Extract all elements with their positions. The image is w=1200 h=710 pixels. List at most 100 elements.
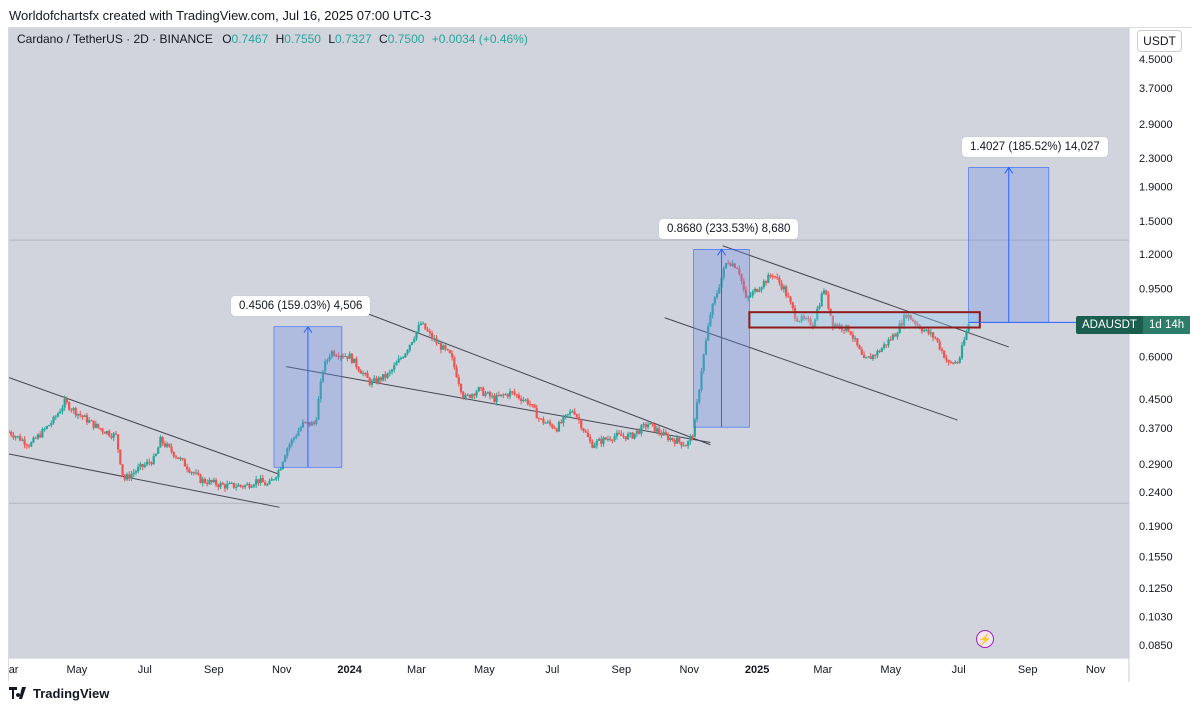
candle-body xyxy=(646,424,650,428)
candle-body xyxy=(566,414,569,416)
candle-body xyxy=(508,391,512,397)
x-tick-label: Nov xyxy=(1086,664,1106,676)
candle-body xyxy=(150,462,153,465)
candle-body xyxy=(940,349,944,351)
candle-body xyxy=(299,427,302,431)
candle-body xyxy=(776,276,779,278)
y-tick-label: 3.7000 xyxy=(1139,83,1173,95)
candle-body xyxy=(671,437,674,441)
candle-body xyxy=(368,377,371,385)
candle-body xyxy=(613,436,616,441)
candle-body xyxy=(257,479,260,483)
candle-body xyxy=(874,354,877,356)
price-chart[interactable]: 4.5000 3.7000 2.9000 2.3000 1.9000 1.5000 1.20… xyxy=(9,28,1193,682)
currency-button[interactable]: USDT xyxy=(1137,30,1182,52)
candle-body xyxy=(751,291,754,296)
candle-body xyxy=(328,356,331,360)
chart-area[interactable]: 4.5000 3.7000 2.9000 2.3000 1.9000 1.5000 1.20… xyxy=(8,27,1193,682)
candle-body xyxy=(816,308,819,320)
candle-body xyxy=(290,439,293,445)
candle-body xyxy=(767,274,770,283)
candle-body xyxy=(522,399,525,401)
measure-label-2: 0.8680 (233.53%) 8,680 xyxy=(659,219,799,239)
candle-body xyxy=(337,356,340,358)
candle-body xyxy=(134,471,138,473)
candle-body xyxy=(105,431,109,434)
candle-body xyxy=(762,281,765,288)
candle-body xyxy=(929,332,932,334)
candle-body xyxy=(680,441,683,446)
candle-body xyxy=(239,484,242,487)
candle-body xyxy=(553,427,556,429)
candle-body xyxy=(237,484,240,487)
candle-body xyxy=(16,436,20,438)
candle-body xyxy=(355,358,358,368)
candle-body xyxy=(154,453,158,456)
candle-body xyxy=(626,434,630,440)
candle-body xyxy=(56,413,60,417)
candle-body xyxy=(916,323,919,325)
candle-body xyxy=(938,341,941,350)
candle-body xyxy=(731,263,734,266)
x-tick-label: Sep xyxy=(204,664,224,676)
candle-body xyxy=(540,418,543,420)
candle-body xyxy=(190,472,193,474)
tradingview-brand[interactable]: TradingView xyxy=(9,686,109,701)
candle-body xyxy=(684,445,687,447)
candle-body xyxy=(499,394,503,396)
price-axis-panel xyxy=(1129,28,1193,682)
candle-body xyxy=(526,399,529,405)
candle-body xyxy=(923,330,926,332)
candle-body xyxy=(266,484,269,486)
candle-body xyxy=(649,422,652,425)
x-tick-label: Sep xyxy=(612,664,632,676)
candle-body xyxy=(589,437,592,442)
candle-body xyxy=(842,329,846,331)
candle-body xyxy=(825,290,828,295)
candle-body xyxy=(375,378,378,384)
candle-body xyxy=(21,439,24,441)
candle-body xyxy=(564,414,567,417)
candle-body xyxy=(880,348,883,352)
candle-body xyxy=(123,475,126,480)
candle-body xyxy=(330,351,333,357)
candle-body xyxy=(640,425,643,434)
candle-body xyxy=(88,420,91,423)
y-tick-label: 0.3700 xyxy=(1139,423,1173,435)
candle-body xyxy=(727,263,730,265)
candle-body xyxy=(284,455,287,462)
candle-body xyxy=(121,464,124,476)
candle-body xyxy=(771,276,774,278)
candle-body xyxy=(339,356,342,358)
candle-body xyxy=(395,362,398,366)
candle-body xyxy=(695,402,699,420)
candle-body xyxy=(199,474,202,484)
candle-body xyxy=(455,367,458,378)
candle-body xyxy=(206,482,209,485)
candle-body xyxy=(575,414,578,417)
candle-body xyxy=(442,345,445,350)
candle-body xyxy=(308,422,311,426)
candle-body xyxy=(849,331,852,335)
candle-body xyxy=(569,411,572,415)
candle-body xyxy=(678,437,681,442)
candle-body xyxy=(408,344,411,351)
candle-body xyxy=(511,391,514,393)
candle-body xyxy=(515,394,518,396)
candle-body xyxy=(954,362,957,364)
candle-body xyxy=(143,464,146,467)
candle-body xyxy=(246,483,249,486)
candle-body xyxy=(687,441,690,446)
y-tick-label: 2.9000 xyxy=(1139,119,1173,131)
candle-body xyxy=(321,371,325,382)
candle-body xyxy=(827,294,830,309)
candle-body xyxy=(504,394,507,396)
chart-attribution: Worldofchartsfx created with TradingView… xyxy=(9,8,432,23)
lightning-icon[interactable]: ⚡ xyxy=(976,630,994,648)
candle-body xyxy=(212,479,215,483)
candle-body xyxy=(50,423,53,426)
candle-body xyxy=(593,445,596,448)
candle-body xyxy=(782,286,785,290)
candle-body xyxy=(744,289,748,298)
open-value: 0.7467 xyxy=(231,32,269,46)
